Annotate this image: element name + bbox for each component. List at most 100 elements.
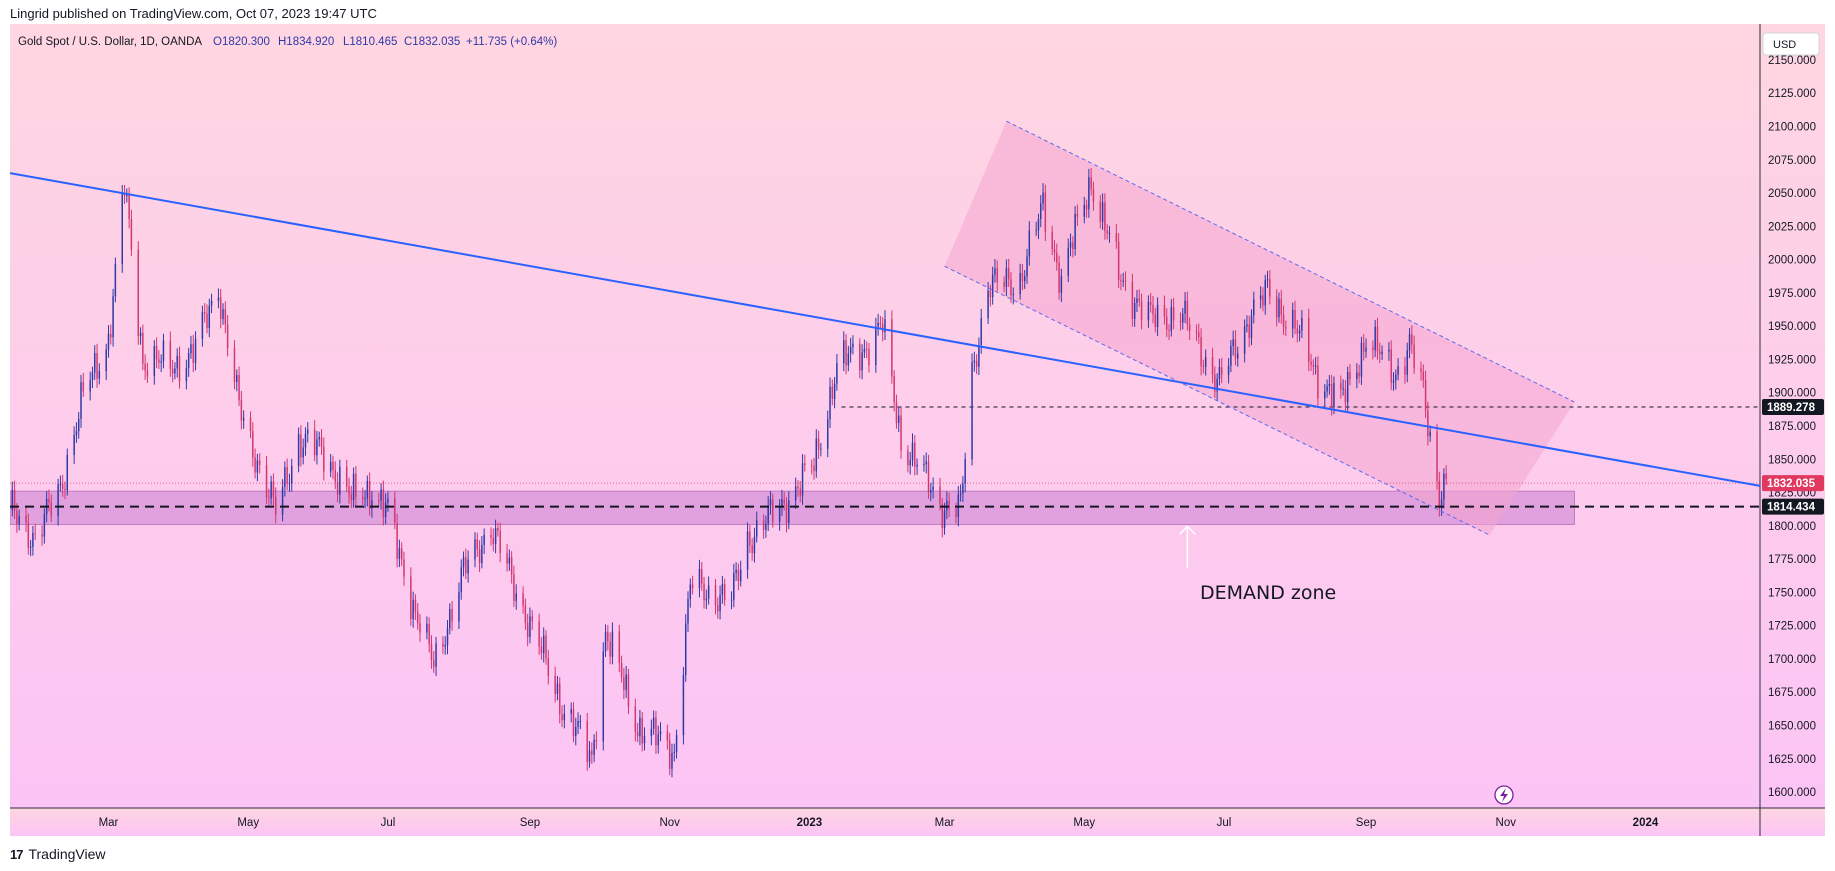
candle (1165, 308, 1168, 338)
candle-body (529, 616, 531, 637)
candle-body (107, 333, 110, 350)
candle (187, 347, 190, 377)
candle (978, 337, 980, 375)
candle-body (719, 594, 721, 612)
candle-body (1083, 204, 1086, 217)
candle-body (1195, 331, 1198, 333)
candle (1037, 213, 1040, 240)
candle-body (185, 367, 188, 382)
candle (1170, 299, 1173, 337)
candle (160, 354, 162, 373)
candle (877, 313, 879, 336)
candle-body (1246, 324, 1248, 327)
candle (643, 727, 646, 751)
candle (82, 372, 85, 397)
candle (609, 632, 611, 665)
candle-body (650, 728, 653, 736)
candle-body (1106, 230, 1108, 234)
candle-body (1115, 233, 1118, 242)
candle (813, 457, 815, 480)
candle-body (332, 461, 334, 471)
candle (788, 491, 790, 530)
resistance-price-tag-bg (1762, 398, 1824, 415)
candle (879, 316, 882, 330)
candle-body (1035, 230, 1037, 232)
candle (77, 412, 80, 439)
candle-body (1282, 314, 1285, 328)
candle-body (458, 591, 460, 622)
candle (1266, 270, 1269, 288)
candle-body (923, 464, 925, 466)
candle (668, 732, 671, 776)
candle (591, 742, 593, 765)
candle-body (290, 466, 293, 483)
candle-body (900, 415, 902, 451)
candle-body (547, 658, 550, 676)
candle-body (1397, 366, 1399, 375)
candle-body (1147, 301, 1150, 321)
candle (620, 655, 623, 683)
y-tick-label: 2000.000 (1768, 255, 1816, 267)
candle (723, 578, 726, 606)
candle-body (297, 434, 300, 467)
candle-body (609, 641, 611, 657)
candle-body (96, 353, 98, 379)
candle-body (675, 735, 678, 752)
candle (1040, 195, 1042, 228)
candle (1326, 379, 1328, 398)
candle-body (481, 544, 483, 563)
candle (547, 649, 550, 685)
candle (105, 343, 107, 381)
candle-body (394, 498, 396, 523)
candle (1443, 468, 1445, 509)
candle-body (1122, 280, 1124, 282)
candle-body (29, 546, 32, 548)
candle-body (570, 709, 572, 714)
candle-body (1060, 275, 1063, 293)
candle (762, 514, 765, 539)
candle-body (1340, 382, 1342, 390)
candle-body (1067, 247, 1069, 276)
candle (222, 303, 224, 325)
candle-body (1264, 280, 1266, 306)
candle (1340, 375, 1342, 399)
currency-box[interactable] (1762, 32, 1820, 56)
candle-body (300, 434, 302, 458)
candle (1122, 272, 1124, 287)
candle (508, 549, 511, 571)
candle (169, 331, 172, 377)
candle (368, 472, 371, 516)
candle (1083, 196, 1086, 224)
gold-price-chart[interactable]: 1600.000 1625.000 1650.000 1675.000 1700.000… (0, 0, 1835, 845)
demand-arrow-head (1178, 525, 1196, 536)
candle (320, 429, 323, 455)
candle (730, 591, 733, 610)
candle-body (1395, 374, 1397, 381)
candle-body (1165, 316, 1168, 330)
current-price-tag-bg (1762, 475, 1824, 492)
candle-body (1445, 473, 1447, 479)
candle-body (490, 534, 492, 538)
candle (925, 452, 927, 474)
candle (121, 184, 123, 273)
candle-body (1104, 202, 1106, 231)
candle-body (668, 740, 671, 769)
candle (930, 482, 932, 502)
candle-body (1012, 294, 1015, 296)
candle (964, 452, 966, 493)
candle (1312, 359, 1315, 376)
candle (948, 492, 950, 518)
candle (1010, 272, 1012, 303)
candle-body (66, 454, 69, 491)
candle-body (1356, 372, 1358, 379)
candle-body (1259, 295, 1262, 300)
candle (1310, 353, 1312, 371)
candle (820, 442, 822, 457)
candle-body (1010, 279, 1012, 296)
candle-body (540, 646, 543, 654)
candle-body (907, 450, 909, 466)
candle (604, 624, 607, 657)
candle (1294, 300, 1296, 335)
candle (1362, 334, 1365, 361)
candle (1120, 274, 1122, 291)
